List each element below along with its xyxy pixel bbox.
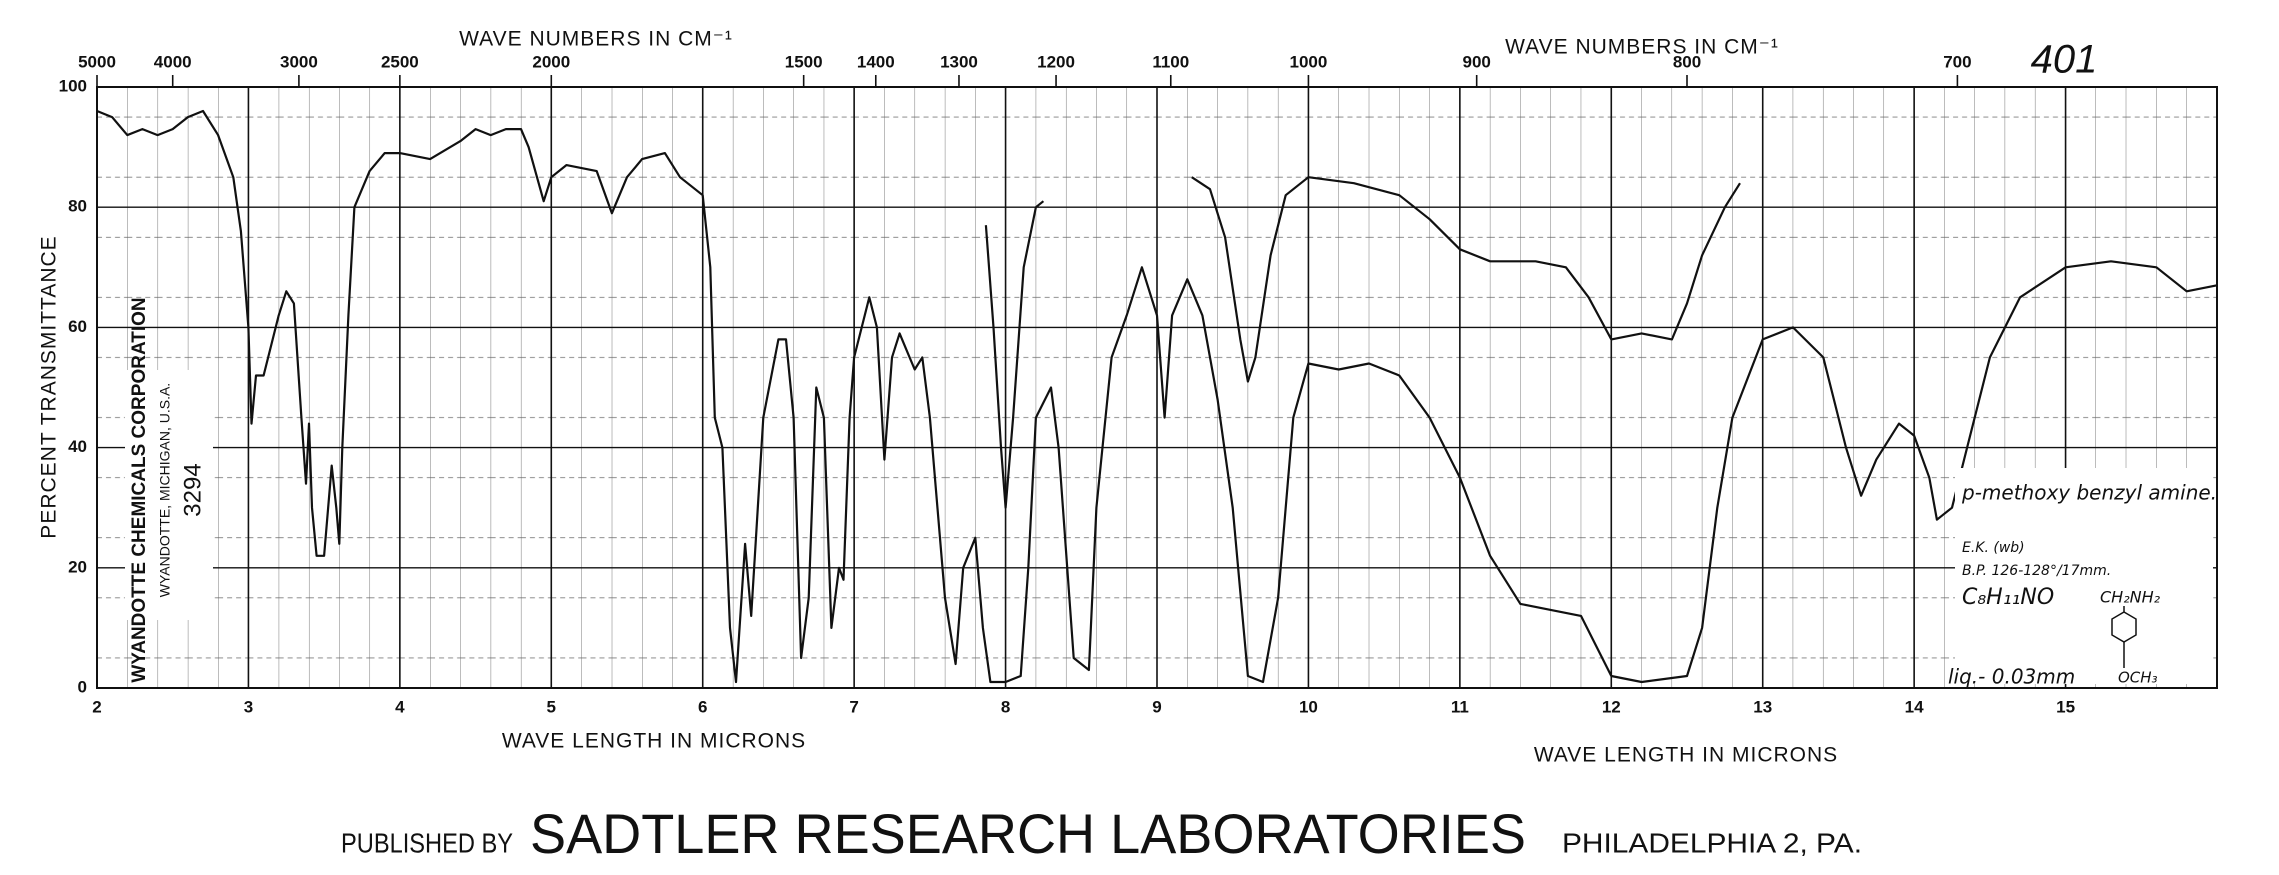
- x-tick-label: 15: [2056, 697, 2075, 716]
- x-tick-label: 9: [1152, 697, 1161, 716]
- substituent-top: CH₂NH₂: [2100, 588, 2161, 607]
- x2-tick-label: 800: [1673, 52, 1701, 71]
- phase: liq.- 0.03mm: [1948, 665, 2075, 689]
- boiling-point: B.P. 126-128°/17mm.: [1962, 563, 2111, 579]
- vendor-name: WYANDOTTE CHEMICALS CORPORATION: [129, 297, 150, 682]
- spectrum-line: [984, 176, 1741, 509]
- y-tick-label: 40: [68, 437, 87, 456]
- spectra: [96, 109, 2218, 684]
- x-tick-label: 10: [1299, 697, 1318, 716]
- x-tick-label: 3: [244, 697, 253, 716]
- x2-tick-label: 2000: [532, 52, 570, 71]
- x2-tick-label: 1100: [1152, 52, 1189, 71]
- x-tick-label: 11: [1451, 697, 1469, 716]
- source: E.K. (wb): [1962, 540, 2025, 556]
- spectrum-line: [96, 109, 2218, 684]
- substituent-bottom: OCH₃: [2118, 669, 2158, 687]
- x2-tick-label: 1300: [940, 52, 978, 71]
- top-axis-label: WAVE NUMBERS IN CM⁻¹: [459, 28, 733, 51]
- x-tick-label: 7: [849, 697, 858, 716]
- compound-name: p-methoxy benzyl amine.: [1961, 481, 2217, 505]
- x-tick-label: 2: [92, 697, 101, 716]
- annotation-background: [1955, 468, 2213, 684]
- x-tick-label: 6: [698, 697, 707, 716]
- x-axis-label: WAVE LENGTH IN MICRONS: [1534, 744, 1838, 767]
- footer: PUBLISHED BY SADTLER RESEARCH LABORATORI…: [341, 802, 1862, 865]
- x-tick-label: 4: [395, 697, 405, 716]
- x-tick-label: 8: [1001, 697, 1010, 716]
- x2-tick-label: 1000: [1290, 52, 1328, 71]
- x-axis-label: WAVE LENGTH IN MICRONS: [502, 730, 806, 753]
- x2-tick-label: 900: [1462, 52, 1490, 71]
- x2-tick-label: 1200: [1037, 52, 1075, 71]
- y-tick-label: 100: [59, 76, 87, 95]
- x2-tick-label: 4000: [154, 52, 192, 71]
- x-tick-label: 14: [1905, 697, 1924, 716]
- footer-main: SADTLER RESEARCH LABORATORIES: [530, 802, 1526, 865]
- vendor-number: 3294: [179, 463, 206, 516]
- x2-tick-label: 5000: [78, 52, 116, 71]
- grid: [96, 75, 2217, 689]
- stamp-background: [125, 370, 213, 620]
- formula: C₈H₁₁NO: [1962, 585, 2054, 610]
- footer-lead: PUBLISHED BY: [341, 827, 513, 858]
- x-tick-label: 13: [1753, 697, 1772, 716]
- y-tick-label: 20: [68, 557, 87, 576]
- annotations: p-methoxy benzyl amine. E.K. (wb) B.P. 1…: [1948, 468, 2217, 689]
- x2-tick-label: 1400: [857, 52, 895, 71]
- y-tick-label: 0: [78, 677, 87, 696]
- top-axis-label: WAVE NUMBERS IN CM⁻¹: [1505, 36, 1779, 59]
- x-tick-label: 5: [547, 697, 556, 716]
- chart-number: 401: [2031, 38, 2098, 82]
- x2-tick-label: 700: [1943, 52, 1971, 71]
- x2-tick-label: 1500: [785, 52, 823, 71]
- y-tick-label: 80: [68, 197, 87, 216]
- vendor-address: WYANDOTTE, MICHIGAN, U.S.A.: [157, 383, 173, 597]
- x2-tick-label: 3000: [280, 52, 318, 71]
- footer-place: PHILADELPHIA 2, PA.: [1562, 827, 1862, 858]
- y-axis-label: PERCENT TRANSMITTANCE: [38, 235, 61, 538]
- x-tick-label: 12: [1602, 697, 1621, 716]
- vendor-stamp: WYANDOTTE CHEMICALS CORPORATION WYANDOTT…: [125, 297, 213, 683]
- y-tick-label: 60: [68, 317, 87, 336]
- x2-tick-label: 2500: [381, 52, 419, 71]
